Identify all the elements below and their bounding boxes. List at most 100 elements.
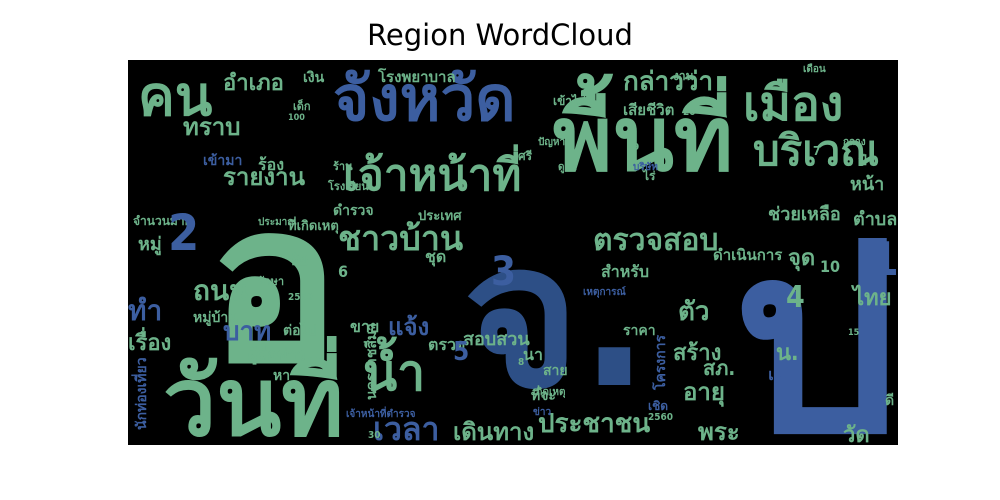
wordcloud-word: หน้า [850,174,884,195]
wordcloud-word: คน [138,64,213,128]
wordcloud-word: เข้าไป [553,93,586,108]
wordcloud-word: ดี [885,393,894,409]
wordcloud-word: จุด [788,246,815,272]
wordcloud-svg: อ จ. ปพื้นที่วันที่ จังหวัด คน เมืองเจ้าหน้าท… [128,62,898,445]
wordcloud-word: เรื่อง [128,326,171,356]
wordcloud-word: แจ้ง [388,313,429,341]
wordcloud-word: อายุ [683,378,725,408]
wordcloud-word: ช่วยเหลือ [768,204,841,225]
wordcloud-word: ข่าว [533,406,551,418]
wordcloud-word: บริเวณ [753,126,879,175]
wordcloud-word: ที่เกิดเหตุ [288,216,339,234]
wordcloud-word: เมือง [743,76,843,132]
wordcloud-word: 30 [368,430,381,441]
wordcloud-word: ตรวจสอบ [593,223,718,258]
wordcloud-word: พระ [698,418,740,445]
wordcloud-word: งาน [673,69,695,83]
wordcloud-word: ชาวบ้าน [338,219,463,259]
wordcloud-word: ดำรวจ [333,203,374,219]
wordcloud-word: สอบสวน [463,329,530,350]
wordcloud-word: ตรวจ [428,335,465,354]
wordcloud-word: ไร่ [641,168,656,183]
wordcloud-word: อ [208,156,340,412]
wordcloud-word: ป่า [858,153,875,169]
wordcloud-word: ผู้สื่อข่าว [248,343,306,366]
chart-title: Region WordCloud [367,18,633,52]
wordcloud-word: สาย [543,363,568,379]
wordcloud-word: ศรี [518,149,533,163]
wordcloud-word: โรงเรียน [327,179,369,193]
wordcloud-word: 2 [168,204,199,262]
wordcloud-word: ประชาชน [538,409,650,439]
wordcloud-word: ถนน [193,274,248,307]
wordcloud-word: กลาง [843,137,866,148]
wordcloud-word: อำเภอ [223,71,284,96]
wordcloud-word: นักท่องเที่ยว [131,357,150,430]
wordcloud-word: 9 [633,142,639,153]
wordcloud-word: โครงการ [651,334,669,391]
wordcloud-word: ตำบล [853,209,897,230]
wordcloud-word: หมู่บ้าน [193,310,238,326]
wordcloud-word: ชุด [425,247,446,267]
wordcloud-word: พื้นที่ [553,73,733,192]
wordcloud-word: เสียชีวิต [623,101,674,119]
wordcloud-word: ชัย [288,250,308,269]
wordcloud-word: น. [776,341,799,366]
wordcloud-word: ตัว [678,297,709,327]
wordcloud-word: หา [273,368,290,384]
wordcloud-word: เกิดเหตุ [533,386,565,398]
wordcloud-plot-area: อ จ. ปพื้นที่วันที่ จังหวัด คน เมืองเจ้าหน้าท… [128,60,898,445]
wordcloud-word: ทราบ [183,113,240,141]
wordcloud-word: 7 [813,144,821,158]
wordcloud-word: เหตุการณ์ [583,286,627,298]
wordcloud-word: 4 [786,280,805,315]
wordcloud-word: ร้าน [333,160,353,173]
wordcloud-word: แม่ [768,365,789,384]
wordcloud-word: สำหรับ [601,262,649,281]
wordcloud-word: ขาย [350,317,379,336]
wordcloud-word: นครราชสีมา [364,323,380,400]
wordcloud-word: 6 [338,262,348,281]
wordcloud-word: ดำเนินการ [713,246,783,264]
wordcloud-word: ต่อไป [283,321,317,339]
wordcloud-word: กล่าวว่า [623,67,713,97]
wordcloud-word: วันที่ [163,335,344,445]
wordcloud-word: ร้อง [258,155,284,174]
wordcloud-word: ไทย [851,284,891,311]
wordcloud-word: เด็ก [293,99,311,113]
wordcloud-word: 15 [848,328,860,338]
wordcloud-word: สร้าง [673,341,721,366]
wordcloud-word: โรงพยาบาล [377,67,456,86]
wordcloud-word: 2560 [648,412,673,423]
wordcloud-word: ประเทศ [418,209,462,224]
wordcloud-word: เจ้าหน้าที่ตำรวจ [346,406,416,420]
wordcloud-word: น้ำ [363,336,425,402]
wordcloud-word: เข้ามา [203,153,242,169]
wordcloud-word: ที่จะ [531,385,556,404]
wordcloud-word: วัด [843,423,870,445]
wordcloud-word: 10 [820,257,840,276]
wordcloud-word: จังหวัด [333,62,516,135]
wordcloud-word: จ. [463,200,649,433]
wordcloud-word: 20 [683,107,696,118]
wordcloud-word: สภ. [703,356,735,380]
wordcloud-word: รักษา [258,275,284,288]
wordcloud-word: ทำ [128,294,162,327]
wordcloud-word: ดูแล [558,162,577,174]
wordcloud-word: บาท [223,317,271,347]
wordcloud-word: ราคา [623,323,656,339]
wordcloud-word: จำนวนมาก [133,214,192,228]
wordcloud-word: หมู่ [138,234,162,256]
wordcloud-word: 100 [288,113,305,123]
wordcloud-word: 3 [491,249,516,295]
wordcloud-word: เดินทาง [453,418,534,445]
wordcloud-word: 5 [453,337,469,367]
wordcloud-word: เดือน [803,63,826,75]
wordcloud-word: ปัญหา [538,136,565,148]
wordcloud-word: ป [733,190,898,445]
wordcloud-word: 1 [870,232,898,286]
wordcloud-word: 2559 [288,292,313,303]
wordcloud-word: เจ้าหน้าที่ [343,144,521,201]
wordcloud-word: เชิด [648,399,668,413]
wordcloud-word: 8 [518,357,524,368]
